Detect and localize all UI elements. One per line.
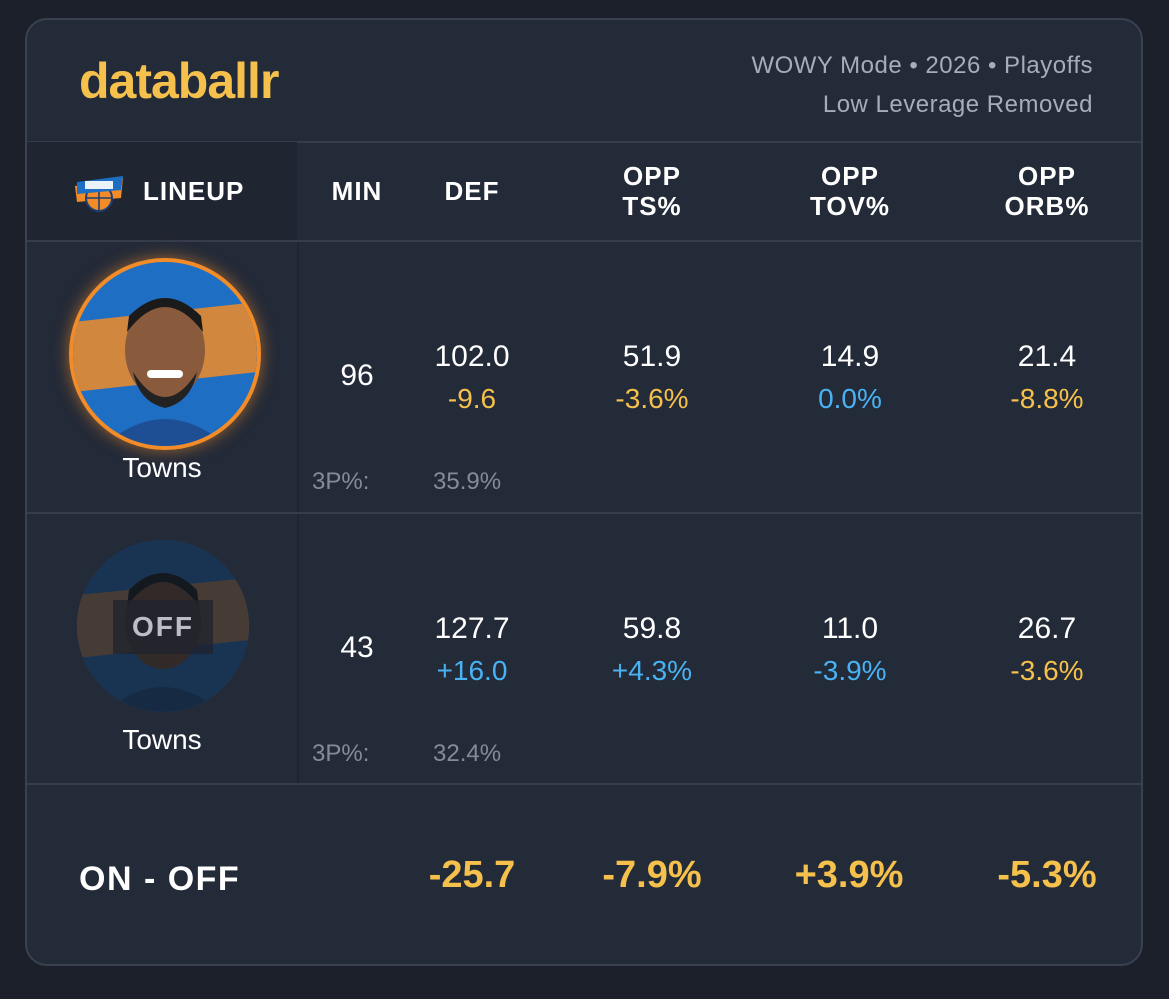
threep-value: 32.4%: [433, 740, 502, 767]
def-value: 102.0: [434, 340, 510, 373]
opp-tov-value: 14.9: [820, 340, 880, 373]
leverage-line: Low Leverage Removed: [822, 91, 1093, 118]
def-cell: 102.0 -9.6: [407, 336, 537, 420]
divider: [27, 141, 1141, 143]
lineup-header: LINEUP: [69, 142, 244, 240]
def-column-header[interactable]: DEF: [444, 176, 500, 206]
on-off-ts: -7.9%: [602, 854, 702, 896]
knicks-logo-icon: [75, 176, 123, 212]
databallr-logo: databallr: [79, 53, 279, 109]
divider: [27, 512, 1141, 514]
player-avatar-on[interactable]: [69, 258, 261, 450]
opp-orb-value: 21.4: [1017, 340, 1077, 373]
column-divider: [297, 514, 299, 783]
threep-value: 35.9%: [433, 468, 502, 495]
def-delta: -9.6: [447, 383, 497, 414]
opp-ts-cell: 59.8 +4.3%: [567, 608, 737, 692]
on-off-label: ON - OFF: [79, 860, 241, 898]
lineup-column-label: LINEUP: [143, 175, 245, 206]
on-off-orb: -5.3%: [997, 854, 1097, 896]
mode-line: WOWY Mode • 2026 • Playoffs: [751, 52, 1093, 79]
opp-orb-cell: 21.4 -8.8%: [962, 336, 1132, 420]
min-value: 43: [340, 631, 374, 664]
mode-subtitle: WOWY Mode • 2026 • Playoffs Low Leverage…: [751, 46, 1093, 124]
on-off-tov: +3.9%: [794, 854, 904, 896]
def-value: 127.7: [434, 612, 510, 645]
off-badge: OFF: [113, 600, 213, 654]
opp-orb-column-header[interactable]: OPP ORB%: [1004, 161, 1090, 221]
opp-ts-value: 51.9: [622, 340, 682, 373]
opp-tov-column-header[interactable]: OPP TOV%: [809, 161, 891, 221]
min-value: 96: [340, 359, 374, 392]
lineup-header-bg: [27, 142, 297, 240]
opp-orb-value: 26.7: [1017, 612, 1077, 645]
divider: [27, 240, 1141, 242]
opp-orb-cell: 26.7 -3.6%: [962, 608, 1132, 692]
opp-ts-cell: 51.9 -3.6%: [567, 336, 737, 420]
on-off-def: -25.7: [428, 854, 516, 896]
def-cell: 127.7 +16.0: [407, 608, 537, 692]
opp-tov-delta: 0.0%: [818, 383, 882, 414]
player-photo-icon: [73, 262, 257, 446]
player-name-off: Towns: [122, 724, 202, 755]
opp-tov-delta: -3.9%: [813, 655, 887, 686]
min-column-header[interactable]: MIN: [331, 176, 383, 206]
opp-tov-cell: 14.9 0.0%: [765, 336, 935, 420]
opp-ts-value: 59.8: [622, 612, 682, 645]
divider: [27, 783, 1141, 785]
opp-orb-delta: -8.8%: [1010, 383, 1084, 414]
threep-label: 3P%:: [312, 468, 370, 495]
player-avatar-off[interactable]: OFF: [77, 540, 249, 712]
opp-ts-column-header[interactable]: OPP TS%: [622, 161, 682, 221]
column-divider: [297, 242, 299, 512]
opp-ts-delta: -3.6%: [615, 383, 689, 414]
opp-tov-value: 11.0: [821, 612, 879, 645]
def-delta: +16.0: [436, 655, 508, 686]
opp-tov-cell: 11.0 -3.9%: [765, 608, 935, 692]
threep-label: 3P%:: [312, 740, 370, 767]
opp-ts-delta: +4.3%: [611, 655, 693, 686]
opp-orb-delta: -3.6%: [1010, 655, 1084, 686]
player-name-on: Towns: [122, 452, 202, 483]
wowy-card: databallr WOWY Mode • 2026 • Playoffs Lo…: [25, 18, 1143, 966]
